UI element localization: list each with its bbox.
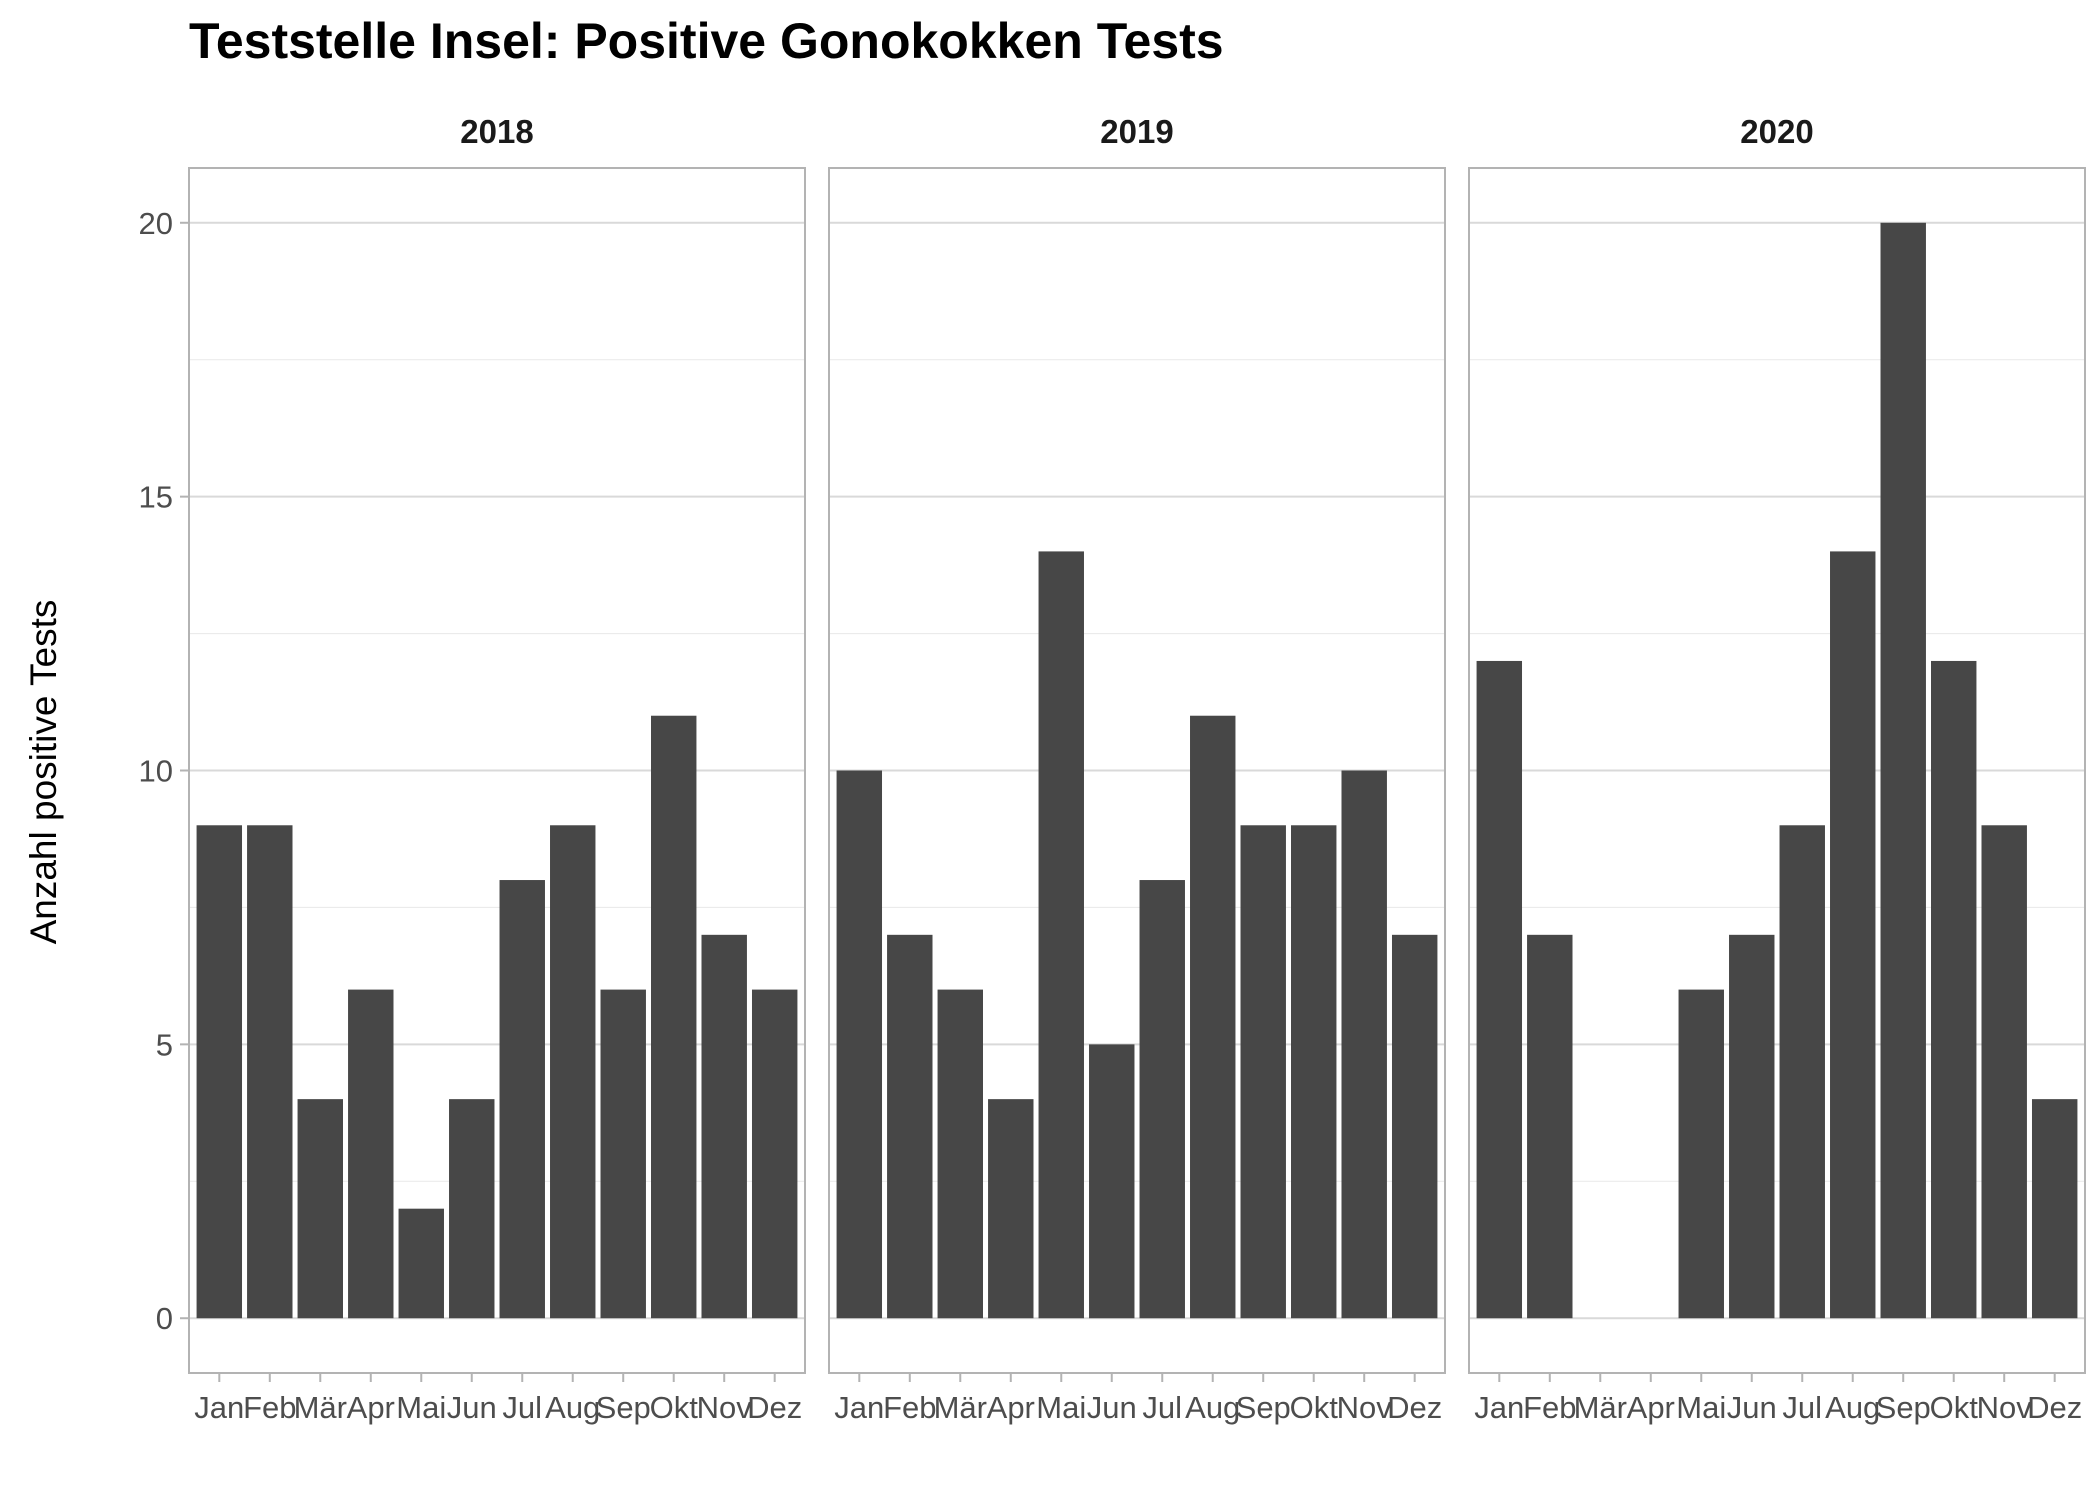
x-tick-label: Apr bbox=[987, 1390, 1035, 1425]
facet-strip-label: 2018 bbox=[460, 113, 533, 150]
x-tick-label: Feb bbox=[243, 1390, 296, 1425]
bar-2019-Jul bbox=[1139, 880, 1185, 1319]
x-tick-label: Feb bbox=[883, 1390, 936, 1425]
facet-strip-label: 2020 bbox=[1740, 113, 1813, 150]
y-tick-label: 0 bbox=[156, 1301, 173, 1336]
x-tick-label: Nov bbox=[697, 1390, 753, 1425]
bar-2019-Aug bbox=[1190, 715, 1236, 1319]
bar-2019-Jan bbox=[836, 770, 883, 1319]
bar-2019-Nov bbox=[1341, 770, 1387, 1319]
x-tick-label: Jan bbox=[834, 1390, 884, 1425]
bar-2019-Okt bbox=[1291, 825, 1337, 1319]
y-tick-label: 10 bbox=[139, 754, 173, 789]
chart-title: Teststelle Insel: Positive Gonokokken Te… bbox=[189, 13, 1224, 69]
x-tick-label: Mai bbox=[1036, 1390, 1086, 1425]
bar-2020-Feb bbox=[1527, 934, 1573, 1319]
x-tick-label: Jan bbox=[1474, 1390, 1524, 1425]
x-tick-label: Mai bbox=[1676, 1390, 1726, 1425]
bar-2020-Nov bbox=[1981, 825, 2027, 1319]
x-tick-label: Jan bbox=[194, 1390, 244, 1425]
bar-2018-Mai bbox=[398, 1208, 444, 1319]
bar-2020-Aug bbox=[1830, 551, 1876, 1319]
panel-border bbox=[1468, 167, 2086, 1374]
x-tick-label: Mär bbox=[294, 1390, 347, 1425]
x-tick-label: Aug bbox=[545, 1390, 600, 1425]
bar-2018-Jul bbox=[499, 880, 545, 1319]
bar-2018-Jun bbox=[449, 1099, 495, 1319]
y-tick-label: 20 bbox=[139, 206, 173, 241]
x-tick-label: Dez bbox=[747, 1390, 802, 1425]
x-tick-label: Mär bbox=[1574, 1390, 1627, 1425]
x-tick-label: Aug bbox=[1185, 1390, 1240, 1425]
x-tick-label: Apr bbox=[1627, 1390, 1675, 1425]
panel-border bbox=[828, 167, 1446, 1374]
x-tick-label: Feb bbox=[1523, 1390, 1576, 1425]
bar-2019-Feb bbox=[887, 934, 933, 1319]
x-tick-label: Dez bbox=[1387, 1390, 1442, 1425]
bar-2018-Feb bbox=[247, 825, 293, 1319]
bar-2019-Apr bbox=[988, 1099, 1034, 1319]
bar-2019-Mär bbox=[937, 989, 983, 1319]
x-tick-label: Sep bbox=[1876, 1390, 1931, 1425]
x-tick-label: Jun bbox=[1087, 1390, 1137, 1425]
bar-2018-Okt bbox=[651, 715, 697, 1319]
x-tick-label: Okt bbox=[1290, 1390, 1339, 1425]
x-tick-label: Okt bbox=[1930, 1390, 1979, 1425]
bar-2018-Aug bbox=[550, 825, 596, 1319]
y-tick-label: 5 bbox=[156, 1027, 173, 1062]
bar-2018-Mär bbox=[297, 1099, 343, 1319]
x-tick-label: Jul bbox=[1782, 1390, 1822, 1425]
bar-2018-Nov bbox=[701, 934, 747, 1319]
x-tick-label: Jun bbox=[447, 1390, 497, 1425]
x-tick-label: Dez bbox=[2027, 1390, 2082, 1425]
y-axis-label: Anzahl positive Tests bbox=[23, 600, 64, 945]
x-tick-label: Jul bbox=[502, 1390, 542, 1425]
bar-2019-Sep bbox=[1240, 825, 1286, 1319]
facet-strip-label: 2019 bbox=[1100, 113, 1173, 150]
bar-2020-Mai bbox=[1678, 989, 1724, 1319]
x-tick-label: Sep bbox=[1236, 1390, 1291, 1425]
x-tick-label: Nov bbox=[1337, 1390, 1393, 1425]
bar-2018-Sep bbox=[600, 989, 646, 1319]
bar-2019-Mai bbox=[1038, 551, 1084, 1319]
x-tick-label: Mai bbox=[396, 1390, 446, 1425]
x-tick-label: Jun bbox=[1727, 1390, 1777, 1425]
bar-2018-Jan bbox=[196, 825, 243, 1319]
x-tick-label: Apr bbox=[347, 1390, 395, 1425]
y-tick-label: 15 bbox=[139, 480, 173, 515]
x-tick-label: Nov bbox=[1977, 1390, 2033, 1425]
x-tick-label: Okt bbox=[650, 1390, 699, 1425]
x-tick-label: Sep bbox=[596, 1390, 651, 1425]
bar-2020-Okt bbox=[1931, 660, 1977, 1319]
bar-2020-Jan bbox=[1476, 660, 1523, 1319]
bar-2018-Apr bbox=[348, 989, 394, 1319]
bar-2018-Dez bbox=[751, 989, 798, 1319]
bar-2020-Sep bbox=[1880, 222, 1926, 1319]
bar-2020-Jun bbox=[1729, 934, 1775, 1319]
x-tick-label: Mär bbox=[934, 1390, 987, 1425]
x-tick-label: Aug bbox=[1825, 1390, 1880, 1425]
bar-2019-Dez bbox=[1391, 934, 1438, 1319]
bar-2019-Jun bbox=[1089, 1044, 1135, 1319]
x-tick-label: Jul bbox=[1142, 1390, 1182, 1425]
bar-2020-Jul bbox=[1779, 825, 1825, 1319]
bar-2020-Dez bbox=[2031, 1099, 2078, 1319]
